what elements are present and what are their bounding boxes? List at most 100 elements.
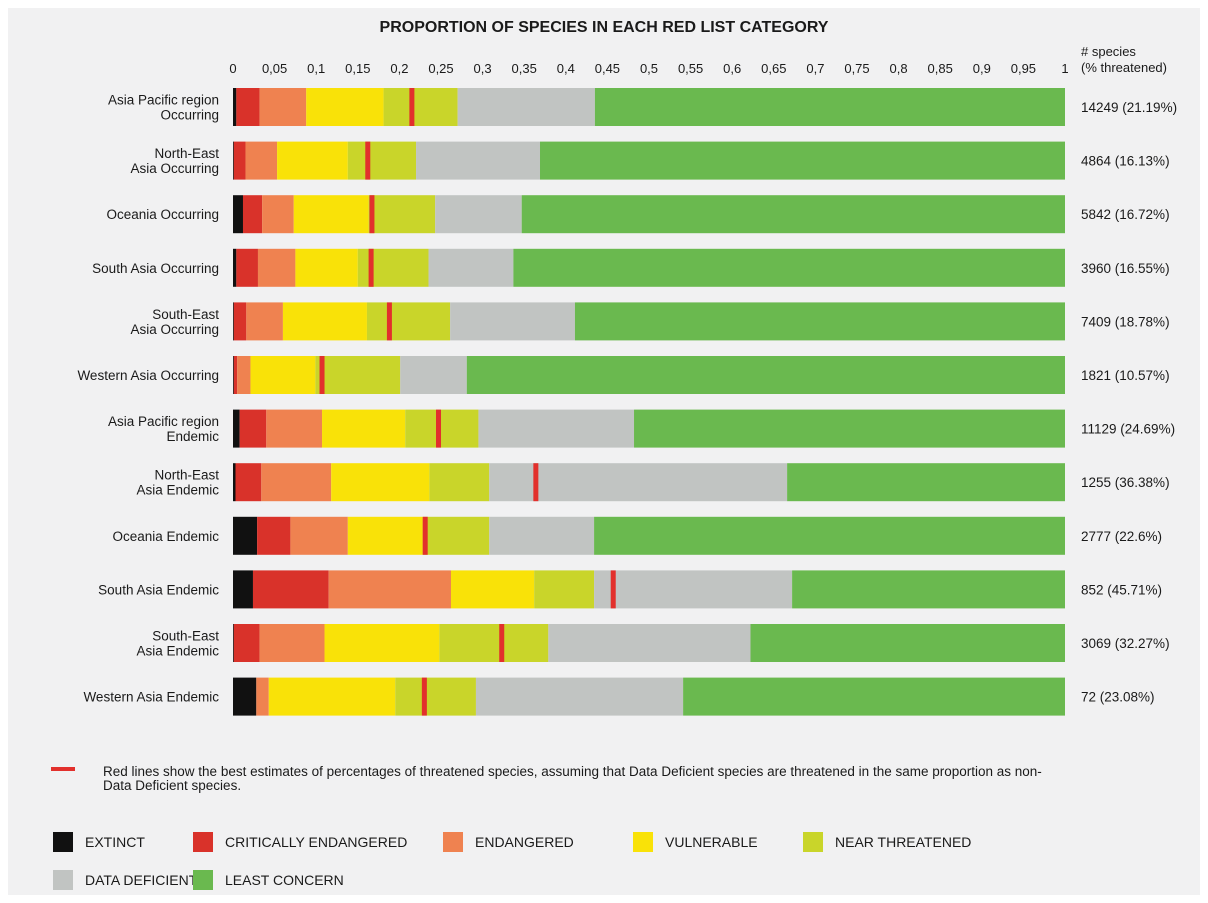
bar-segment-endangered	[256, 677, 269, 716]
best-estimate-line	[421, 677, 427, 716]
bar-segment-extinct	[233, 570, 253, 609]
bar-segment-vulnerable	[331, 463, 430, 502]
bar-segment-near-threatened	[439, 624, 549, 662]
chart-panel: PROPORTION OF SPECIES IN EACH RED LIST C…	[8, 8, 1200, 895]
bar-segment-vulnerable	[250, 356, 316, 394]
bar-segment-least-concern	[750, 624, 1065, 662]
bar-segment-vulnerable	[322, 409, 406, 448]
bar-segment-extinct	[233, 88, 237, 126]
bar-segment-endangered	[245, 141, 278, 180]
legend-swatch	[633, 832, 653, 852]
bar-segment-critically-endangered	[236, 248, 258, 287]
x-tick-label: 0,75	[844, 61, 869, 76]
category-label: South-East	[152, 629, 219, 644]
x-tick-label: 0,3	[474, 61, 492, 76]
bar-segment-critically-endangered	[233, 356, 238, 394]
legend-item: ENDANGERED	[443, 832, 574, 852]
category-label: North-East	[154, 468, 219, 483]
bar-segment-data-deficient	[489, 516, 595, 555]
species-count-label: 3960 (16.55%)	[1081, 261, 1170, 276]
species-count-label: 11129 (24.69%)	[1081, 422, 1175, 437]
best-estimate-line	[368, 248, 374, 287]
bar-segment-data-deficient	[457, 88, 595, 126]
category-label: South-East	[152, 307, 219, 322]
bar-segment-data-deficient	[428, 248, 514, 287]
best-estimate-line	[499, 624, 505, 662]
bar-segment-extinct	[233, 624, 234, 662]
legend-label: VULNERABLE	[665, 834, 758, 850]
legend-swatch	[53, 870, 73, 890]
legend-label: EXTINCT	[85, 834, 145, 850]
bar-segment-near-threatened	[422, 516, 490, 555]
x-tick-label: 0,4	[557, 61, 575, 76]
species-count-label: 2777 (22.6%)	[1081, 529, 1162, 544]
bar-segment-least-concern	[574, 302, 1065, 341]
bar-segment-near-threatened	[405, 409, 479, 448]
bar-segment-near-threatened	[315, 356, 401, 394]
best-estimate-line	[436, 409, 442, 448]
bar-segment-vulnerable	[295, 248, 358, 287]
best-estimate-line	[319, 356, 325, 394]
bar-segment-critically-endangered	[233, 141, 246, 180]
bar-segment-data-deficient	[400, 356, 467, 394]
bar-segment-least-concern	[594, 88, 1065, 126]
category-label: South Asia Occurring	[92, 261, 219, 276]
footnote: Red lines show the best estimates of per…	[51, 765, 1063, 793]
legend-swatch	[193, 870, 213, 890]
x-tick-label: 0,2	[390, 61, 408, 76]
bar-segment-vulnerable	[306, 88, 384, 126]
x-tick-label: 0,8	[890, 61, 908, 76]
x-tick-label: 0,7	[806, 61, 824, 76]
bar-segment-endangered	[246, 302, 283, 341]
bar-segment-extinct	[233, 516, 258, 555]
species-count-label: 4864 (16.13%)	[1081, 154, 1170, 169]
bar-segment-least-concern	[594, 516, 1065, 555]
legend-item: CRITICALLY ENDANGERED	[193, 832, 407, 852]
bar-segment-near-threatened	[429, 463, 490, 502]
bar-segment-least-concern	[513, 248, 1065, 287]
bar-segment-extinct	[233, 356, 234, 394]
bar-segment-extinct	[233, 141, 234, 180]
bar-segment-vulnerable	[450, 570, 535, 609]
bar-segment-near-threatened	[368, 195, 436, 234]
species-column-header: (% threatened)	[1081, 60, 1167, 75]
bar-segment-critically-endangered	[235, 463, 262, 502]
bar-segment-endangered	[237, 356, 251, 394]
species-count-label: 14249 (21.19%)	[1081, 100, 1177, 115]
species-count-label: 5842 (16.72%)	[1081, 207, 1170, 222]
bar-segment-data-deficient	[435, 195, 522, 234]
bar-segment-vulnerable	[282, 302, 367, 341]
bar-segment-extinct	[233, 302, 234, 341]
bar-segment-data-deficient	[548, 624, 751, 662]
category-label: Asia Pacific region	[108, 93, 219, 108]
legend-item: DATA DEFICIENT	[53, 870, 197, 890]
category-label: South Asia Endemic	[98, 582, 219, 597]
bar-segment-endangered	[261, 463, 332, 502]
bar-segment-critically-endangered	[257, 516, 291, 555]
x-tick-label: 0,6	[723, 61, 741, 76]
category-label: Western Asia Endemic	[83, 690, 219, 705]
legend-label: NEAR THREATENED	[835, 834, 972, 850]
species-column-header: # species	[1081, 44, 1136, 59]
bar-segment-near-threatened	[366, 302, 451, 341]
species-count-label: 1821 (10.57%)	[1081, 368, 1170, 383]
best-estimate-line	[386, 302, 392, 341]
species-count-label: 852 (45.71%)	[1081, 582, 1162, 597]
bar-segment-critically-endangered	[252, 570, 329, 609]
bar-segment-endangered	[259, 88, 307, 126]
x-tick-label: 0,95	[1011, 61, 1036, 76]
bar-segment-endangered	[262, 195, 294, 234]
x-tick-label: 0,1	[307, 61, 325, 76]
bar-segment-critically-endangered	[233, 624, 260, 662]
legend-label: ENDANGERED	[475, 834, 574, 850]
category-label: Endemic	[166, 429, 219, 444]
bar-segment-endangered	[328, 570, 451, 609]
bar-segment-critically-endangered	[239, 409, 267, 448]
bar-segment-extinct	[233, 677, 257, 716]
bar-segment-data-deficient	[478, 409, 635, 448]
bar-segment-critically-endangered	[233, 302, 247, 341]
bar-segment-vulnerable	[293, 195, 369, 234]
species-count-label: 7409 (18.78%)	[1081, 314, 1170, 329]
bar-segment-endangered	[259, 624, 325, 662]
bar-segment-near-threatened	[357, 248, 429, 287]
